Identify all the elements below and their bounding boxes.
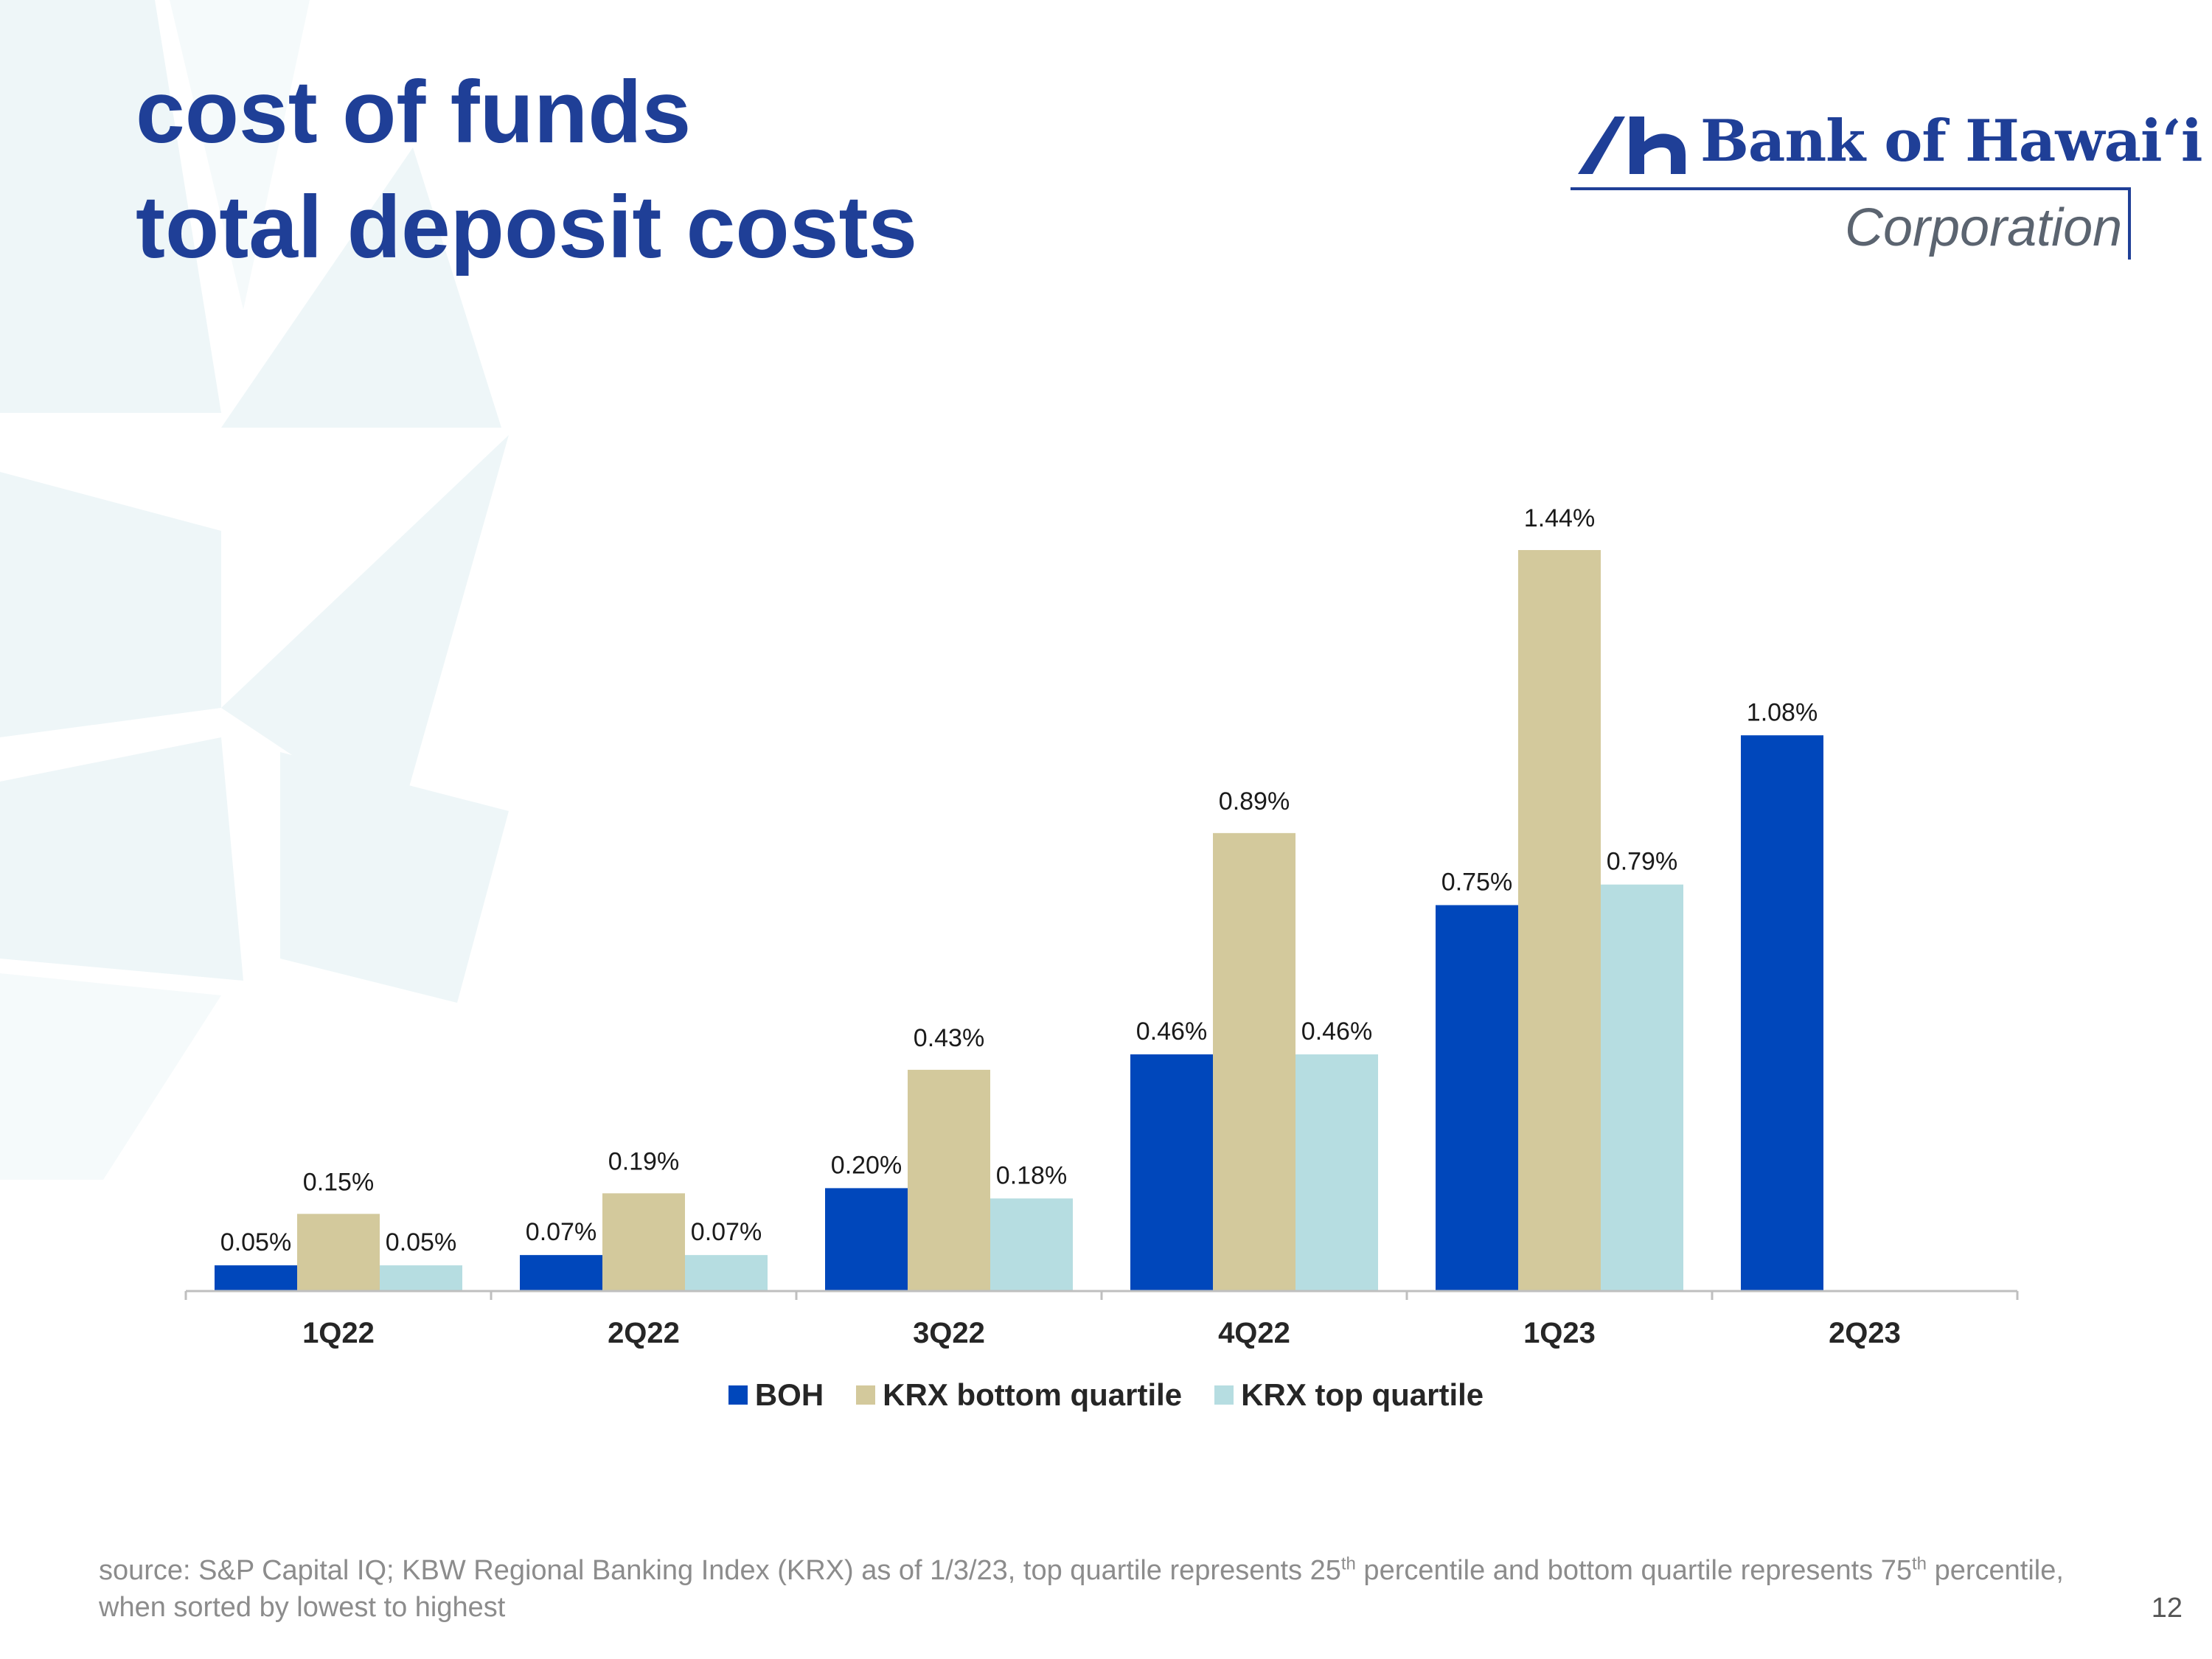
footnote-text-2: percentile and bottom quartile represent… [1355, 1555, 1912, 1586]
data-label-krx-top-quartile-1q23: 0.79% [1607, 848, 1677, 876]
page-title-line-1: cost of funds [136, 63, 692, 161]
bar-krx-top-quartile-1q22 [380, 1265, 462, 1291]
footnote-sup-1: th [1340, 1554, 1356, 1574]
bar-boh-1q22 [215, 1265, 297, 1291]
data-label-krx-top-quartile-3q22: 0.18% [996, 1161, 1067, 1189]
bar-krx-top-quartile-2q22 [685, 1255, 768, 1291]
bar-boh-4q22 [1130, 1054, 1213, 1291]
bank-logo-name: Bank of Hawaiʻi [1700, 108, 2202, 175]
footnote-sup-2: th [1912, 1554, 1927, 1574]
data-label-boh-3q22: 0.20% [831, 1151, 902, 1179]
page-title-line-2: total deposit costs [136, 178, 918, 276]
chart-legend: BOH KRX bottom quartile KRX top quartile [0, 1377, 2212, 1413]
bar-krx-top-quartile-4q22 [1295, 1054, 1378, 1291]
legend-swatch-krx-bottom [856, 1385, 876, 1405]
data-label-krx-bottom-quartile-1q22: 0.15% [303, 1168, 374, 1196]
data-label-boh-1q22: 0.05% [220, 1228, 291, 1256]
logo-divider [1571, 187, 2131, 260]
bar-krx-bottom-quartile-1q23 [1518, 550, 1601, 1291]
x-tick-label-2q22: 2Q22 [608, 1317, 680, 1349]
bar-krx-top-quartile-3q22 [990, 1198, 1073, 1291]
legend-swatch-boh [728, 1385, 748, 1405]
bar-krx-bottom-quartile-4q22 [1213, 832, 1295, 1291]
data-label-krx-top-quartile-2q22: 0.07% [691, 1218, 762, 1246]
legend-label-krx-bottom: KRX bottom quartile [883, 1377, 1183, 1412]
legend-label-boh: BOH [754, 1377, 824, 1412]
legend-swatch-krx-top [1214, 1385, 1234, 1405]
bar-boh-2q23 [1741, 735, 1823, 1291]
legend-item-krx-bottom: KRX bottom quartile [856, 1377, 1182, 1413]
bar-krx-top-quartile-1q23 [1601, 884, 1683, 1291]
data-label-boh-2q22: 0.07% [526, 1218, 597, 1246]
data-label-krx-bottom-quartile-1q23: 1.44% [1524, 504, 1595, 532]
x-tick-label-2q23: 2Q23 [1829, 1317, 1901, 1349]
x-tick-label-1q22: 1Q22 [302, 1317, 375, 1349]
page-number: 12 [2151, 1593, 2183, 1624]
background-star-pattern [0, 0, 509, 1180]
bank-logo-subtitle: Corporation [1845, 198, 2123, 257]
data-label-boh-4q22: 0.46% [1136, 1018, 1207, 1046]
footnote-text-1: source: S&P Capital IQ; KBW Regional Ban… [99, 1555, 1341, 1586]
bar-boh-2q22 [520, 1255, 602, 1291]
footnote-text-3: percentile, when sorted by lowest to hig… [99, 1555, 2064, 1623]
legend-label-krx-top: KRX top quartile [1241, 1377, 1484, 1412]
data-label-krx-bottom-quartile-4q22: 0.89% [1219, 787, 1290, 815]
data-label-krx-top-quartile-1q22: 0.05% [386, 1228, 456, 1256]
bar-boh-1q23 [1436, 905, 1518, 1291]
data-label-krx-bottom-quartile-2q22: 0.19% [608, 1147, 679, 1175]
x-tick-label-1q23: 1Q23 [1523, 1317, 1596, 1349]
data-label-boh-2q23: 1.08% [1747, 698, 1818, 726]
bank-logo-icon [1578, 116, 1686, 174]
bank-logo: Bank of Hawaiʻi Corporation [1571, 103, 2202, 265]
source-footnote: source: S&P Capital IQ; KBW Regional Ban… [99, 1552, 2119, 1626]
bar-krx-bottom-quartile-1q22 [297, 1214, 380, 1291]
legend-item-krx-top: KRX top quartile [1214, 1377, 1484, 1413]
x-tick-label-4q22: 4Q22 [1218, 1317, 1290, 1349]
legend-item-boh: BOH [728, 1377, 824, 1413]
x-tick-label-3q22: 3Q22 [913, 1317, 985, 1349]
data-label-krx-bottom-quartile-3q22: 0.43% [914, 1024, 984, 1052]
bar-krx-bottom-quartile-3q22 [908, 1069, 990, 1291]
data-label-boh-1q23: 0.75% [1441, 869, 1512, 897]
data-label-krx-top-quartile-4q22: 0.46% [1301, 1018, 1372, 1046]
bar-krx-bottom-quartile-2q22 [602, 1193, 685, 1291]
bar-boh-3q22 [825, 1188, 908, 1291]
